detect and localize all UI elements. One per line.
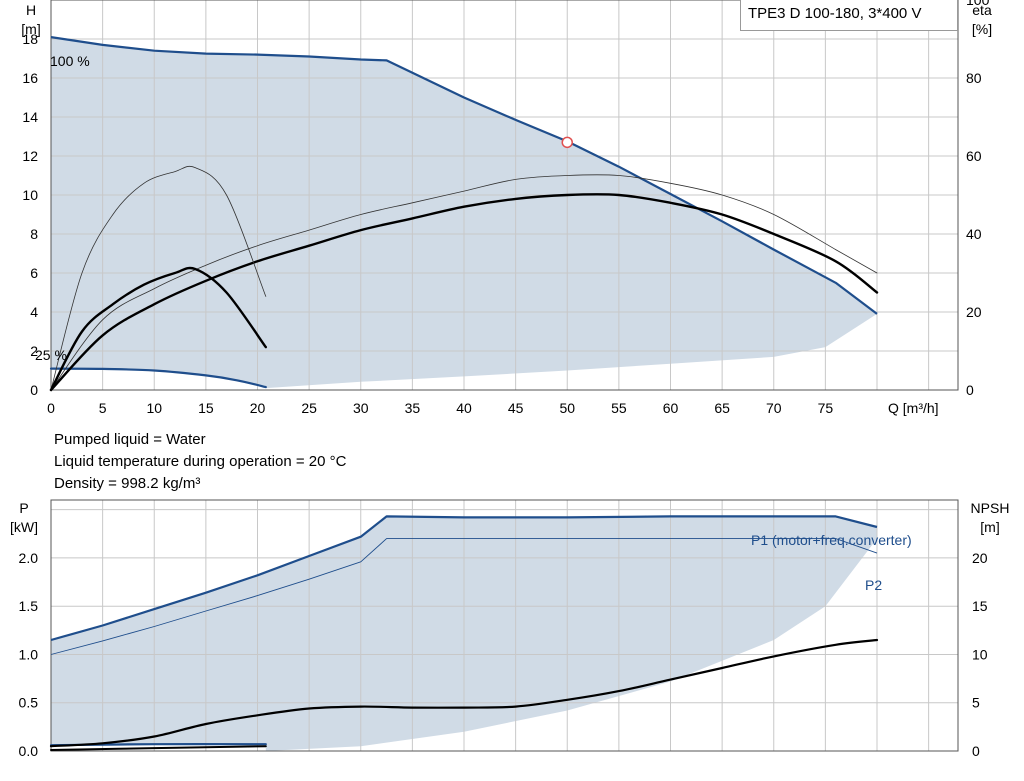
tick-labels: 0 5 10 15 20 25 30 35 40 45 50 55 60 65 70 750246810121… (19, 0, 990, 759)
power-plot-frame (50, 499, 959, 752)
label-25-percent: 25 % (35, 347, 67, 363)
q-tick-label: 5 (99, 400, 107, 416)
p2-power-curve (50, 538, 878, 655)
eta-tick-label: 40 (966, 226, 982, 242)
npsh-tick-label: 10 (972, 646, 988, 662)
p-tick-label: 1.5 (19, 598, 39, 614)
eta-tick-label: 0 (966, 382, 974, 398)
head-plot-frame (50, 0, 959, 391)
info-pumped-liquid: Pumped liquid = Water (54, 431, 206, 448)
product-name: TPE3 D 100-180, 3*400 V (748, 5, 922, 22)
h-tick-label: 4 (30, 304, 38, 320)
p1-power-curve (50, 515, 878, 642)
h-axis-unit: [m] (21, 21, 40, 37)
eta-tick-label: 80 (966, 70, 982, 86)
eta-axis-unit: [%] (972, 21, 992, 37)
q-tick-label: 45 (508, 400, 524, 416)
q-tick-label: 50 (559, 400, 575, 416)
label-p1: P1 (motor+freq.converter) (751, 532, 912, 548)
p-tick-label: 2.0 (19, 550, 39, 566)
q-tick-label: 70 (766, 400, 782, 416)
efficiency-curve-min (49, 266, 267, 392)
q-tick-label: 30 (353, 400, 369, 416)
eta-axis-title: eta (972, 2, 992, 18)
h-tick-label: 8 (30, 226, 38, 242)
product-label-box: TPE3 D 100-180, 3*400 V (740, 0, 958, 31)
eta-tick-label: 20 (966, 304, 982, 320)
info-density: Density = 998.2 kg/m³ (54, 475, 201, 492)
p-tick-label: 1.0 (19, 646, 39, 662)
q-tick-label: 55 (611, 400, 627, 416)
p-axis-unit: [kW] (10, 519, 38, 535)
q-tick-label: 0 (47, 400, 55, 416)
info-liquid-temperature: Liquid temperature during operation = 20… (54, 453, 347, 470)
p-tick-label: 0.5 (19, 695, 39, 711)
q-tick-label: 75 (818, 400, 834, 416)
npsh-axis-unit: [m] (980, 519, 999, 535)
h-tick-label: 18 (22, 31, 38, 47)
h-tick-label: 2 (30, 343, 38, 359)
plot-frames (50, 0, 959, 752)
head-curve-25-percent (49, 367, 267, 389)
label-p2: P2 (865, 577, 882, 593)
efficiency-curve-max-thin (50, 174, 878, 391)
efficiency-curve-max (49, 193, 879, 392)
h-tick-label: 16 (22, 70, 38, 86)
efficiency-curve-min-thin (50, 165, 267, 391)
q-axis-title: Q [m³/h] (888, 400, 939, 416)
npsh-tick-label: 15 (972, 598, 988, 614)
npsh-tick-label: 5 (972, 695, 980, 711)
curves (49, 36, 879, 751)
h-tick-label: 14 (22, 109, 38, 125)
npsh-curve (49, 638, 879, 748)
q-tick-label: 15 (198, 400, 214, 416)
q-tick-label: 25 (301, 400, 317, 416)
h-tick-label: 6 (30, 265, 38, 281)
p-axis-title: P (19, 500, 28, 516)
h-axis-title: H (26, 2, 36, 18)
npsh-min-curve (50, 745, 267, 751)
q-tick-label: 60 (663, 400, 679, 416)
npsh-tick-label: 20 (972, 550, 988, 566)
npsh-axis-title: NPSH (971, 500, 1010, 516)
p-tick-label: 0.0 (19, 743, 39, 759)
npsh-tick-label: 0 (972, 743, 980, 759)
duty-point-marker (561, 136, 573, 149)
label-100-percent: 100 % (50, 53, 90, 69)
q-tick-label: 20 (250, 400, 266, 416)
h-tick-label: 0 (30, 382, 38, 398)
eta-tick-label: 60 (966, 148, 982, 164)
eta-tick-label: 100 (966, 0, 990, 8)
h-tick-label: 10 (22, 187, 38, 203)
q-tick-label: 35 (405, 400, 421, 416)
q-tick-label: 10 (146, 400, 162, 416)
q-tick-label: 40 (456, 400, 472, 416)
q-tick-label: 65 (714, 400, 730, 416)
head-curve-100-percent (50, 36, 878, 315)
h-tick-label: 12 (22, 148, 38, 164)
